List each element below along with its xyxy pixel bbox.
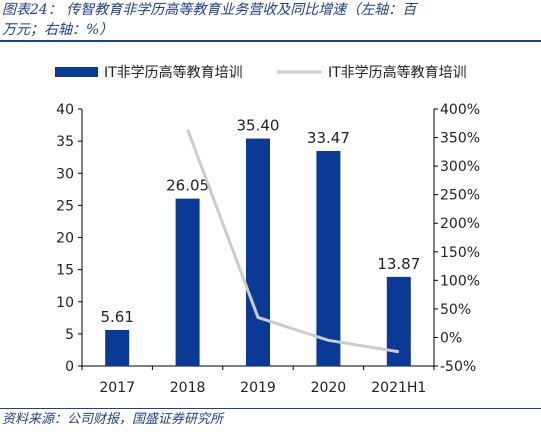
bar [175, 198, 200, 366]
x-axis-tick-label: 2017 [99, 380, 135, 396]
right-axis-tick-label: 200% [440, 216, 480, 232]
x-axis-tick-label: 2018 [170, 380, 206, 396]
title-divider [0, 40, 541, 42]
left-axis-tick-label: 0 [65, 359, 74, 375]
bar [246, 138, 270, 366]
footer-divider [0, 408, 541, 409]
x-axis-tick-label: 2019 [240, 380, 276, 396]
right-axis-tick-label: 400% [440, 102, 480, 118]
bar [386, 276, 411, 366]
right-axis-tick-label: -50% [440, 359, 476, 375]
right-axis-tick-label: 150% [440, 245, 480, 261]
bar-value-label: 13.87 [377, 255, 420, 273]
right-axis-tick-label: 0% [440, 330, 462, 346]
left-axis-tick-label: 15 [56, 263, 74, 279]
right-axis-tick-label: 350% [440, 131, 480, 147]
bar-value-label: 35.40 [237, 117, 280, 135]
chart-title-line-2: 万元；右轴：%） [2, 22, 114, 38]
bar-value-label: 33.47 [307, 129, 350, 147]
x-axis-tick-label: 2020 [311, 380, 347, 396]
right-axis-tick-label: 300% [440, 159, 480, 175]
right-axis-tick-label: 50% [440, 302, 471, 318]
right-axis-tick-label: 250% [440, 188, 480, 204]
left-axis-tick-label: 20 [56, 231, 74, 247]
left-axis-tick-label: 5 [65, 327, 74, 343]
legend-bar-label: IT非学历高等教育培训 [104, 64, 243, 81]
left-axis-tick-label: 40 [56, 102, 74, 118]
left-axis-tick-label: 10 [56, 295, 74, 311]
x-axis-tick-label: 2021H1 [371, 380, 426, 396]
chart-title-line-1: 图表24： 传智教育非学历高等教育业务营收及同比增速（左轴：百 [2, 2, 417, 18]
source-note: 资料来源：公司财报，国盛证券研究所 [2, 412, 224, 427]
right-axis-tick-label: 100% [440, 273, 480, 289]
bar-value-label: 5.61 [100, 308, 133, 326]
chart-title: 图表24： 传智教育非学历高等教育业务营收及同比增速（左轴：百 万元；右轴：%） [0, 0, 541, 40]
legend-line-label: IT非学历高等教育培训 [328, 64, 467, 81]
growth-rate-line [186, 129, 400, 354]
bar-value-label: 26.05 [166, 177, 209, 195]
legend-bar-swatch [55, 67, 98, 77]
left-axis-tick-label: 30 [56, 166, 74, 182]
bar [105, 329, 130, 366]
left-axis-tick-label: 25 [56, 198, 74, 214]
left-axis-tick-label: 35 [56, 134, 74, 150]
bar [316, 150, 341, 366]
